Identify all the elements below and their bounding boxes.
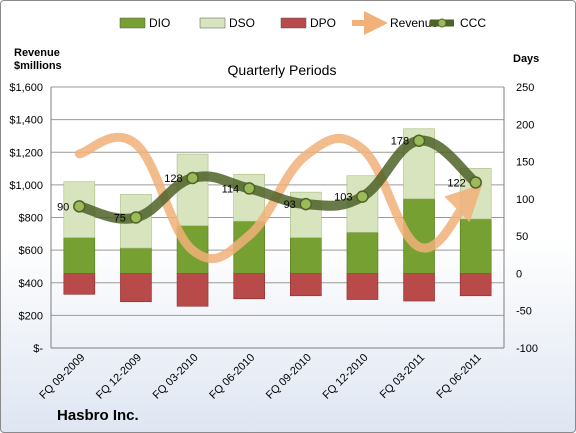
- category-label: FQ 09-2009: [37, 352, 87, 402]
- ccc-point: [412, 134, 426, 147]
- left-axis-title-line1: Revenue: [14, 47, 60, 59]
- bar-dpo: [120, 273, 152, 303]
- right-tick-label: -100: [516, 343, 538, 355]
- ccc-point: [242, 182, 256, 195]
- ccc-data-label: 75: [114, 213, 126, 225]
- ccc-point: [299, 197, 313, 211]
- category-label: FQ 12-2009: [94, 352, 144, 402]
- bar-dpo: [346, 273, 379, 300]
- bar-dio: [459, 218, 492, 274]
- right-tick-label: 50: [516, 231, 528, 243]
- chart-title: Quarterly Periods: [228, 62, 337, 78]
- legend-swatch: [199, 17, 226, 29]
- left-tick-label: $1,200: [9, 147, 43, 159]
- ccc-data-label: 90: [57, 201, 69, 213]
- bar-dso: [176, 153, 209, 227]
- category-label: FQ 09-2010: [264, 352, 314, 402]
- bar-dio: [290, 237, 322, 274]
- right-tick-label: 0: [516, 268, 522, 280]
- legend-label: DIO: [149, 16, 170, 30]
- left-tick-label: $200: [19, 310, 43, 322]
- revenue-line: [74, 132, 483, 264]
- legend-label: DPO: [310, 16, 336, 30]
- category-label: FQ 06-2011: [434, 352, 483, 401]
- ccc-point: [129, 211, 143, 224]
- left-tick-label: $1,600: [9, 82, 43, 94]
- bar-dpo: [63, 273, 96, 295]
- bar-dio: [63, 237, 96, 274]
- ccc-data-label: 122: [447, 177, 465, 189]
- right-tick-label: 100: [516, 194, 534, 206]
- ccc-point: [469, 176, 482, 189]
- left-tick-label: $1,000: [9, 180, 43, 192]
- ccc-data-label: 178: [391, 136, 409, 148]
- bar-dpo: [403, 273, 435, 302]
- right-tick-label: 250: [516, 82, 534, 94]
- bar-dpo: [233, 273, 265, 300]
- ccc-point: [73, 200, 86, 213]
- legend-swatch: [119, 17, 146, 29]
- left-tick-label: $400: [19, 278, 43, 290]
- bar-dio: [346, 232, 379, 274]
- bar-dpo: [176, 273, 209, 307]
- ccc-data-label: 114: [222, 183, 240, 195]
- category-label: FQ 06-2010: [207, 352, 257, 402]
- bar-dpo: [290, 273, 322, 297]
- legend-label: Revenue: [390, 16, 438, 30]
- right-tick-label: -50: [516, 306, 532, 318]
- category-label: FQ 03-2010: [151, 352, 201, 402]
- category-label: FQ 03-2011: [378, 352, 427, 401]
- legend-swatch: [280, 17, 307, 29]
- legend: DIO DSO DPO Revenue CCC: [119, 11, 486, 35]
- ccc-data-label: 128: [164, 173, 182, 185]
- bar-dio: [120, 247, 152, 274]
- right-tick-label: 200: [516, 119, 534, 131]
- left-tick-label: $-: [33, 343, 43, 355]
- right-tick-label: 150: [516, 157, 534, 169]
- left-tick-label: $800: [19, 213, 43, 225]
- ccc-data-label: 93: [284, 199, 296, 211]
- left-tick-label: $600: [19, 245, 43, 257]
- right-axis-title: Days: [513, 53, 539, 65]
- bar-dpo: [459, 273, 492, 297]
- left-axis-title-line2: $millions: [14, 60, 62, 72]
- category-label: FQ 12-2010: [321, 352, 371, 402]
- legend-label: CCC: [460, 16, 486, 30]
- ccc-point: [186, 171, 199, 185]
- legend-label: DSO: [229, 16, 255, 30]
- left-tick-label: $1,400: [9, 115, 43, 127]
- company-name: Hasbro Inc.: [57, 407, 139, 424]
- legend-marker: [437, 18, 447, 28]
- ccc-point: [356, 190, 369, 203]
- plot-area: $- $200 $400 $600 $800 $1,000 $1,200 $1,400 $1,6…: [9, 82, 538, 402]
- ccc-data-label: 103: [334, 192, 352, 204]
